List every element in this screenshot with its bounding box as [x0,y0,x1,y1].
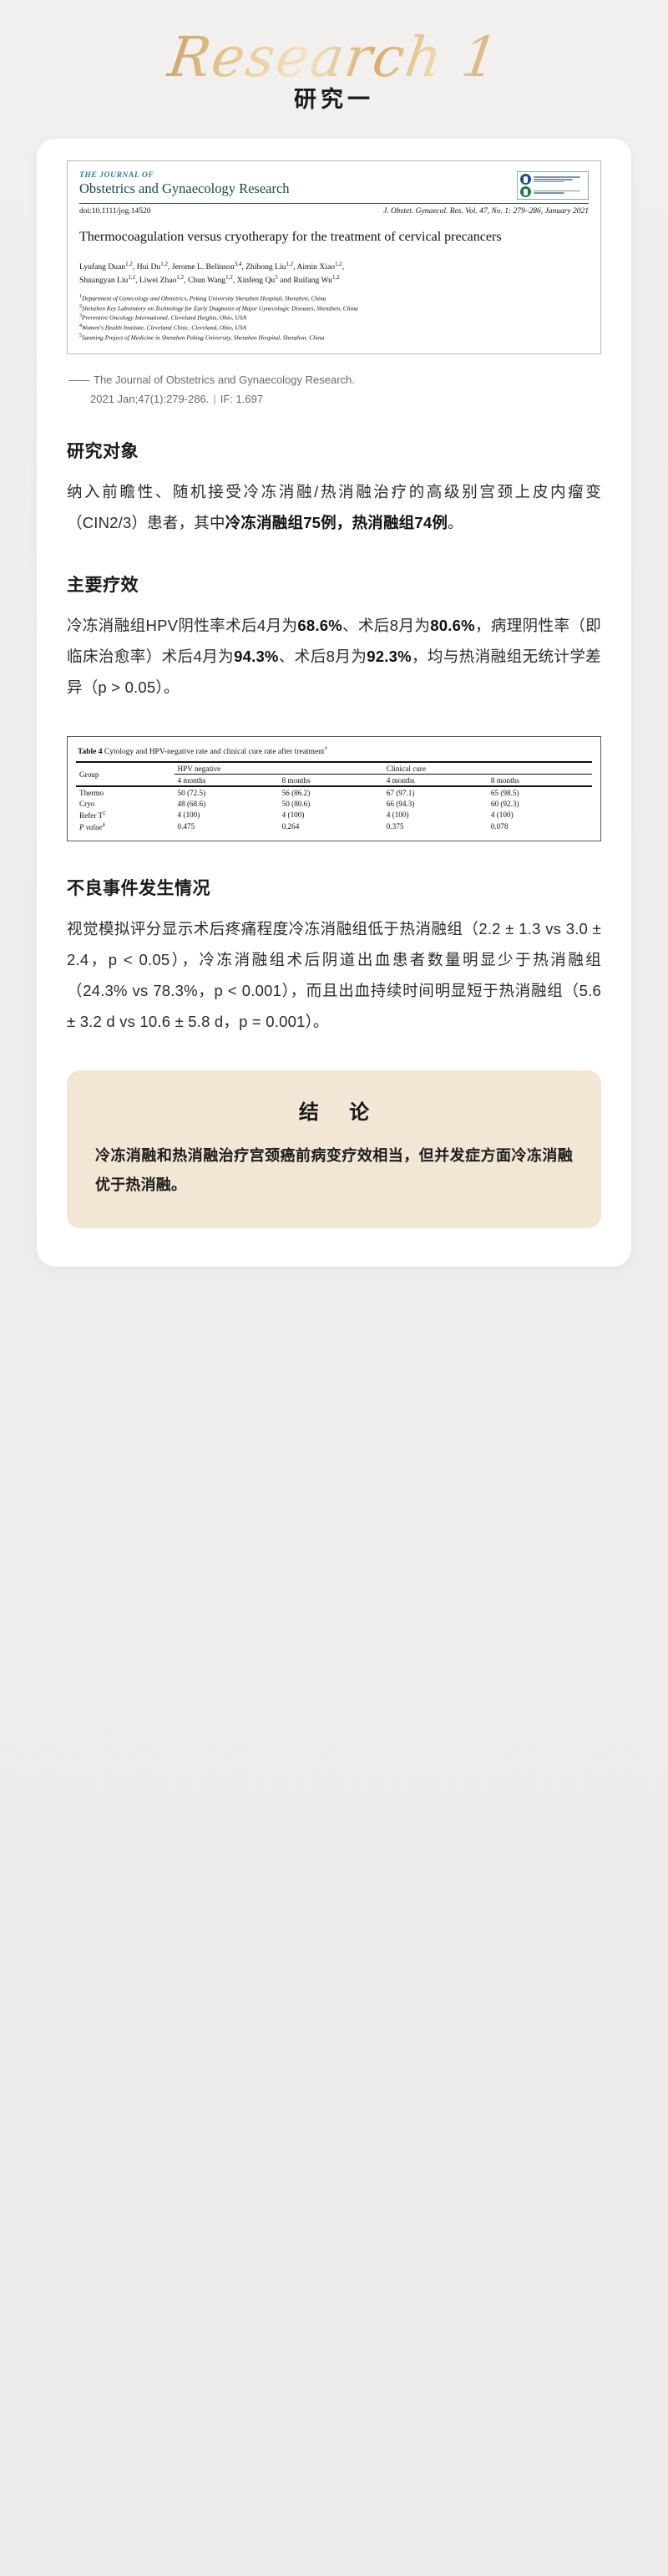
paper-title: Thermocoagulation versus cryotherapy for… [79,230,502,245]
table-caption: Table 4 Cytology and HPV-negative rate a… [76,744,592,762]
citation-separator: | [213,392,216,405]
section-heading: 主要疗效 [67,574,139,595]
citation-issue: 2021 Jan;47(1):279-286. [90,392,210,405]
author-line-1: Lyufang Duan1,2, Hui Du1,2, Jerome L. Be… [79,261,345,272]
cell-value: 0.078 [490,822,509,831]
affiliation-list: 1Department of Gynecology and Obstetrics… [79,293,589,342]
cell-value: 4 (100) [490,810,514,820]
citation-line-2: 2021 Jan;47(1):279-286. | IF: 1.697 [68,390,601,409]
citation-line-1: —— The Journal of Obstetrics and Gynaecol… [68,371,601,390]
table-row: P value§ 0.475 0.264 0.375 0.078 [76,821,592,832]
jsog-caption-lines [534,190,585,194]
section-body: 视觉模拟评分显示术后疼痛程度冷冻消融组低于热消融组（2.2 ± 1.3 vs 3… [67,920,601,1031]
row-label-refer-t: Refer T‡ [79,810,106,820]
affiliation-item: 5Sanming Project of Medicine in Shenzhen… [79,333,325,342]
doi-row: doi:10.1111/jog.14520 J. Obstet. Gynaeco… [79,204,589,216]
cell-value: 0.475 [177,822,195,831]
row-label-thermo: Thermo [79,788,104,797]
table-subheader-row: 4 months 8 months 4 months 8 months [76,774,592,787]
section-study-subjects: 研究对象 纳入前瞻性、随机接受冷冻消融/热消融治疗的高级别宫颈上皮内瘤变（CIN… [67,438,601,538]
cell-value: 48 (68.6) [177,799,206,808]
cell-value: 66 (94.3) [386,799,415,808]
affiliation-item: 1Department of Gynecology and Obstetrics… [79,294,326,302]
col-header-cure-8-months: 8 months [490,775,519,785]
row-label-p-value: P value§ [79,821,105,831]
cell-value: 4 (100) [177,810,200,820]
citation-dash: —— [68,373,89,387]
cell-value: 0.375 [386,822,404,831]
col-header-hpv-4-months: 4 months [177,775,206,785]
conclusion-title: 结 论 [298,1100,382,1125]
table-row: Cryo 48 (68.6) 50 (80.6) 66 (94.3) 60 (9… [76,798,592,809]
section-primary-efficacy: 主要疗效 冷冻消融组HPV阴性率术后4月为68.6%、术后8月为80.6%，病理… [67,572,601,703]
table-row: Thermo 50 (72.5) 56 (86.2) 67 (97.1) 65 … [76,786,592,798]
affiliation-item: 2Shenzhen Key Laboratory on Technology f… [79,303,358,312]
section-heading: 研究对象 [67,440,139,461]
doi-text: doi:10.1111/jog.14520 [79,207,151,216]
journal-of-label: THE JOURNAL OF [79,171,154,180]
content-card: THE JOURNAL OF Obstetrics and Gynaecolog… [37,139,631,1268]
author-line-2: Shuangyan Liu1,2, Liwei Zhao1,2, Chun Wa… [79,274,340,286]
citation-impact-factor: IF: 1.697 [220,392,264,405]
conclusion-box: 结 论 冷冻消融和热消融治疗宫颈癌前病变疗效相当，但并发症方面冷冻消融优于热消融… [67,1070,601,1229]
journal-society-logos [517,171,589,201]
section-adverse-events: 不良事件发生情况 视觉模拟评分显示术后疼痛程度冷冻消融组低于热消融组（2.2 ±… [67,875,601,1037]
col-header-hpv-8-months: 8 months [281,775,311,785]
logo-row-jsog [520,186,585,198]
journal-volume-citation: J. Obstet. Gynaecol. Res. Vol. 47, No. 1… [383,207,589,216]
aofog-emblem-icon [520,174,531,185]
results-table: Group HPV negative Clinical cure 4 month… [76,761,592,832]
aofog-caption-lines [534,176,585,183]
table-caption-text: Cytology and HPV-negative rate and clini… [104,747,325,756]
col-header-cure-4-months: 4 months [386,775,415,785]
table-group-header-row: Group HPV negative Clinical cure [76,762,592,779]
col-header-group: Group [79,770,99,779]
section-heading: 不良事件发生情况 [67,878,210,899]
citation-journal: The Journal of Obstetrics and Gynaecolog… [94,373,355,387]
cell-value: 0.264 [281,822,300,831]
journal-masthead: THE JOURNAL OF Obstetrics and Gynaecolog… [79,171,589,205]
page-header: Research 1 研究一 [0,0,668,114]
logo-row-aofog [520,174,585,185]
cell-value: 56 (86.2) [281,788,311,797]
script-title: Research 1 [156,25,512,91]
cell-value: 50 (72.5) [177,788,206,797]
cell-value: 4 (100) [386,810,409,820]
author-list: Lyufang Duan1,2, Hui Du1,2, Jerome L. Be… [79,260,589,287]
col-group-clinical-cure: Clinical cure [382,762,592,775]
table-label: Table 4 [78,747,103,756]
conclusion-body: 冷冻消融和热消融治疗宫颈癌前病变疗效相当，但并发症方面冷冻消融优于热消融。 [95,1147,573,1194]
cell-value: 4 (100) [281,810,305,820]
page-title: 研究一 [294,87,374,114]
table-row: Refer T‡ 4 (100) 4 (100) 4 (100) 4 (100) [76,809,592,821]
jsog-emblem-icon [520,186,531,198]
journal-clipping: THE JOURNAL OF Obstetrics and Gynaecolog… [67,160,601,355]
journal-name: Obstetrics and Gynaecology Research [79,180,290,197]
affiliation-item: 3Preventive Oncology International, Clev… [79,313,246,322]
row-label-cryo: Cryo [79,799,95,808]
cell-value: 67 (97.1) [386,788,415,797]
section-body: 纳入前瞻性、随机接受冷冻消融/热消融治疗的高级别宫颈上皮内瘤变（CIN2/3）患… [67,482,601,531]
cell-value: 60 (92.3) [490,799,519,808]
source-citation: —— The Journal of Obstetrics and Gynaecol… [68,371,601,409]
masthead-text: THE JOURNAL OF Obstetrics and Gynaecolog… [79,171,517,196]
table-caption-marker: † [324,744,328,752]
cell-value: 50 (80.6) [281,799,311,808]
table-figure: Table 4 Cytology and HPV-negative rate a… [67,735,601,842]
section-body: 冷冻消融组HPV阴性率术后4月为68.6%、术后8月为80.6%，病理阴性率（即… [67,616,601,696]
affiliation-item: 4Women's Health Institute, Cleveland Cli… [79,323,246,332]
cell-value: 65 (98.5) [490,788,519,797]
col-group-hpv-negative: HPV negative [174,762,383,775]
